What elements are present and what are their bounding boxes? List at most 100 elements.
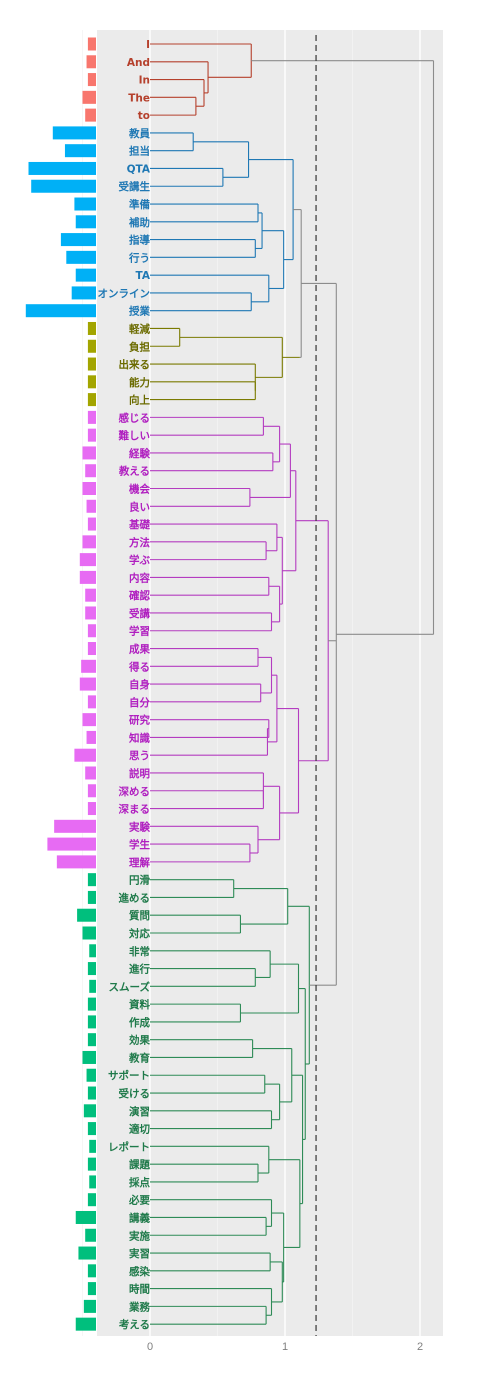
frequency-bar — [87, 37, 96, 51]
frequency-bar — [87, 1264, 96, 1278]
frequency-bar — [82, 926, 96, 940]
leaf-label: 感染 — [129, 1265, 150, 1278]
frequency-bar — [74, 197, 96, 211]
leaf-label: 思う — [129, 750, 150, 762]
leaf-label: 方法 — [129, 536, 150, 549]
frequency-bar — [85, 766, 96, 780]
leaf-label: 確認 — [129, 589, 150, 602]
leaf-label: QTA — [127, 163, 151, 175]
frequency-bar — [31, 179, 97, 193]
frequency-bar — [75, 268, 96, 282]
leaf-label: 深める — [119, 785, 151, 798]
grid-lines — [82, 30, 421, 1336]
frequency-bar — [81, 659, 96, 673]
frequency-bar — [86, 499, 96, 513]
frequency-bar — [85, 1228, 96, 1242]
leaf-label: 授業 — [129, 305, 150, 318]
frequency-bar — [47, 837, 96, 851]
frequency-bar — [87, 375, 96, 389]
frequency-bar — [77, 908, 96, 922]
frequency-bar — [87, 1122, 96, 1136]
x-tick-label: 2 — [417, 1341, 423, 1353]
frequency-bar — [89, 944, 96, 958]
leaf-label: 説明 — [129, 767, 150, 780]
leaf-label: 深まる — [119, 803, 151, 816]
x-tick-label: 0 — [147, 1341, 153, 1353]
frequency-bar — [87, 1086, 96, 1100]
leaf-label: And — [127, 57, 150, 69]
leaf-label: スムーズ — [109, 980, 151, 993]
leaf-label: 知識 — [129, 731, 150, 744]
leaf-label: 資料 — [129, 998, 150, 1011]
frequency-bar — [87, 695, 96, 709]
leaf-label: 演習 — [129, 1105, 150, 1118]
leaf-label: 準備 — [129, 198, 150, 211]
leaf-label: 時間 — [129, 1283, 150, 1296]
leaf-label: 受講生 — [119, 180, 151, 193]
frequency-bar — [87, 357, 96, 371]
leaf-label: 補助 — [128, 216, 150, 229]
x-axis-ticks: 0 1 2 — [147, 1341, 423, 1353]
leaf-label: 担当 — [129, 145, 150, 158]
frequency-bar — [87, 73, 96, 87]
leaf-label: 良い — [129, 500, 150, 513]
frequency-bar — [85, 606, 96, 620]
frequency-bar — [87, 1015, 96, 1029]
x-tick-label: 1 — [282, 1341, 288, 1353]
frequency-bar — [82, 482, 96, 495]
frequency-bar — [82, 446, 96, 460]
frequency-bar — [87, 784, 96, 798]
frequency-bar — [87, 624, 96, 638]
leaf-label: 教育 — [128, 1051, 150, 1064]
leaf-label: 非常 — [129, 945, 150, 958]
leaf-label: 対応 — [128, 927, 150, 940]
leaf-label: 基礎 — [128, 518, 150, 531]
leaf-label: 学ぶ — [129, 554, 150, 567]
leaf-label: 実験 — [129, 820, 150, 833]
leaf-label: 出来る — [119, 358, 151, 371]
frequency-bar — [87, 428, 96, 442]
leaf-label: レポート — [108, 1140, 150, 1153]
frequency-bar — [83, 1104, 96, 1118]
leaf-label: 難しい — [118, 429, 151, 442]
frequency-bar — [71, 286, 96, 300]
leaf-label: サポート — [108, 1069, 150, 1082]
leaf-label: to — [138, 110, 150, 122]
frequency-bar — [85, 108, 96, 122]
frequency-bar — [28, 161, 96, 175]
leaf-label: 教員 — [128, 127, 150, 140]
frequency-bar — [75, 215, 96, 229]
leaf-label: 課題 — [129, 1158, 150, 1171]
frequency-bar — [79, 570, 96, 584]
leaf-label: 成果 — [129, 643, 150, 656]
frequency-bar — [87, 642, 96, 656]
frequency-bar — [60, 233, 96, 247]
leaf-label: 指導 — [129, 234, 150, 247]
leaf-label: 考える — [119, 1318, 150, 1331]
frequency-bar — [87, 1157, 96, 1171]
frequency-bar — [82, 713, 96, 727]
leaf-label: 学習 — [129, 625, 150, 638]
leaf-label: 軽減 — [129, 322, 150, 335]
frequency-bar — [87, 890, 96, 904]
leaf-label: 理解 — [129, 856, 150, 869]
leaf-label: In — [139, 75, 150, 87]
leaf-label: 自分 — [129, 696, 150, 709]
leaf-label: 得る — [128, 660, 150, 673]
leaf-label: The — [128, 92, 150, 104]
leaf-label: 進行 — [129, 963, 150, 976]
leaf-label: オンライン — [98, 288, 151, 300]
frequency-bar — [85, 588, 96, 602]
frequency-bar — [82, 535, 96, 549]
frequency-bar — [25, 304, 96, 318]
leaf-label: 感じる — [119, 411, 151, 424]
leaf-label: I — [146, 39, 150, 51]
leaf-label: 研究 — [129, 714, 150, 727]
frequency-bar — [87, 1033, 96, 1047]
leaf-label: 質問 — [129, 909, 150, 922]
leaf-label: 自身 — [129, 678, 150, 691]
frequency-bar — [87, 802, 96, 816]
frequency-bar — [87, 517, 96, 531]
frequency-bar — [87, 321, 96, 335]
